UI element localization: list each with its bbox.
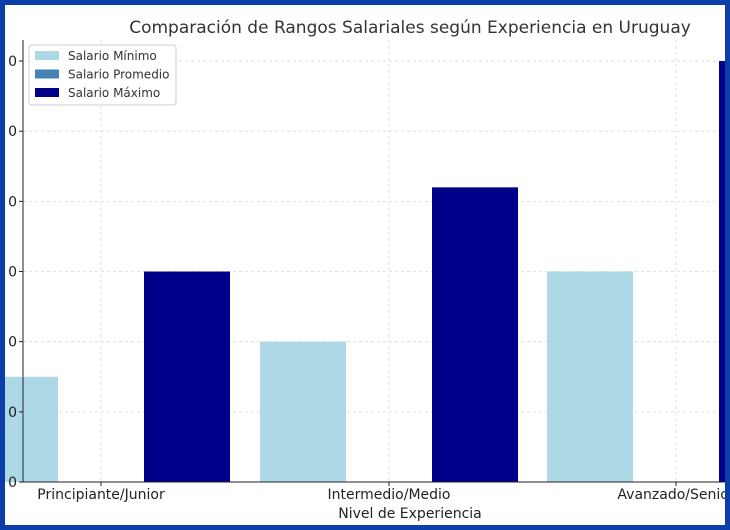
x-axis-label: Nivel de Experiencia [338, 506, 481, 522]
legend-label: Salario Promedio [68, 68, 169, 82]
y-tick-label: 0 [8, 265, 17, 281]
bar-minimo-0 [5, 376, 58, 482]
y-tick-label: 0 [8, 124, 17, 140]
x-tick-labels: Principiante/Junior Intermedio/Medio Avanz… [37, 482, 730, 503]
axes [22, 40, 725, 483]
bar-chart: 0 0 0 0 0 0 0 Principiante/Junior Intermedio/Me… [5, 18, 730, 522]
x-tick-label: Intermedio/Medio [328, 487, 451, 503]
legend-box [28, 44, 177, 106]
y-tick-label: 0 [8, 405, 17, 421]
bar-minimo-2 [547, 271, 633, 482]
legend: Salario Mínimo Salario Promedio Salario Má… [28, 44, 177, 106]
y-tick-label: 0 [8, 475, 17, 491]
bar-minimo-1 [260, 341, 346, 482]
x-tick-label: Principiante/Junior [37, 487, 165, 503]
legend-swatch [35, 88, 59, 97]
legend-label: Salario Mínimo [68, 49, 157, 63]
legend-label: Salario Máximo [68, 86, 160, 100]
x-tick-label: Avanzado/Senior [617, 487, 730, 503]
legend-swatch [35, 51, 59, 60]
y-tick-label: 0 [8, 194, 17, 210]
chart-title: Comparación de Rangos Salariales según E… [129, 18, 691, 38]
y-tick-label: 0 [8, 335, 17, 351]
bar-maximo-2 [719, 61, 725, 483]
y-tick-label: 0 [8, 54, 17, 70]
bar-maximo-0 [144, 271, 230, 482]
y-tick-labels: 0 0 0 0 0 0 0 [8, 54, 23, 491]
bar-maximo-1 [432, 187, 518, 483]
legend-swatch [35, 69, 59, 79]
bars [5, 61, 725, 483]
